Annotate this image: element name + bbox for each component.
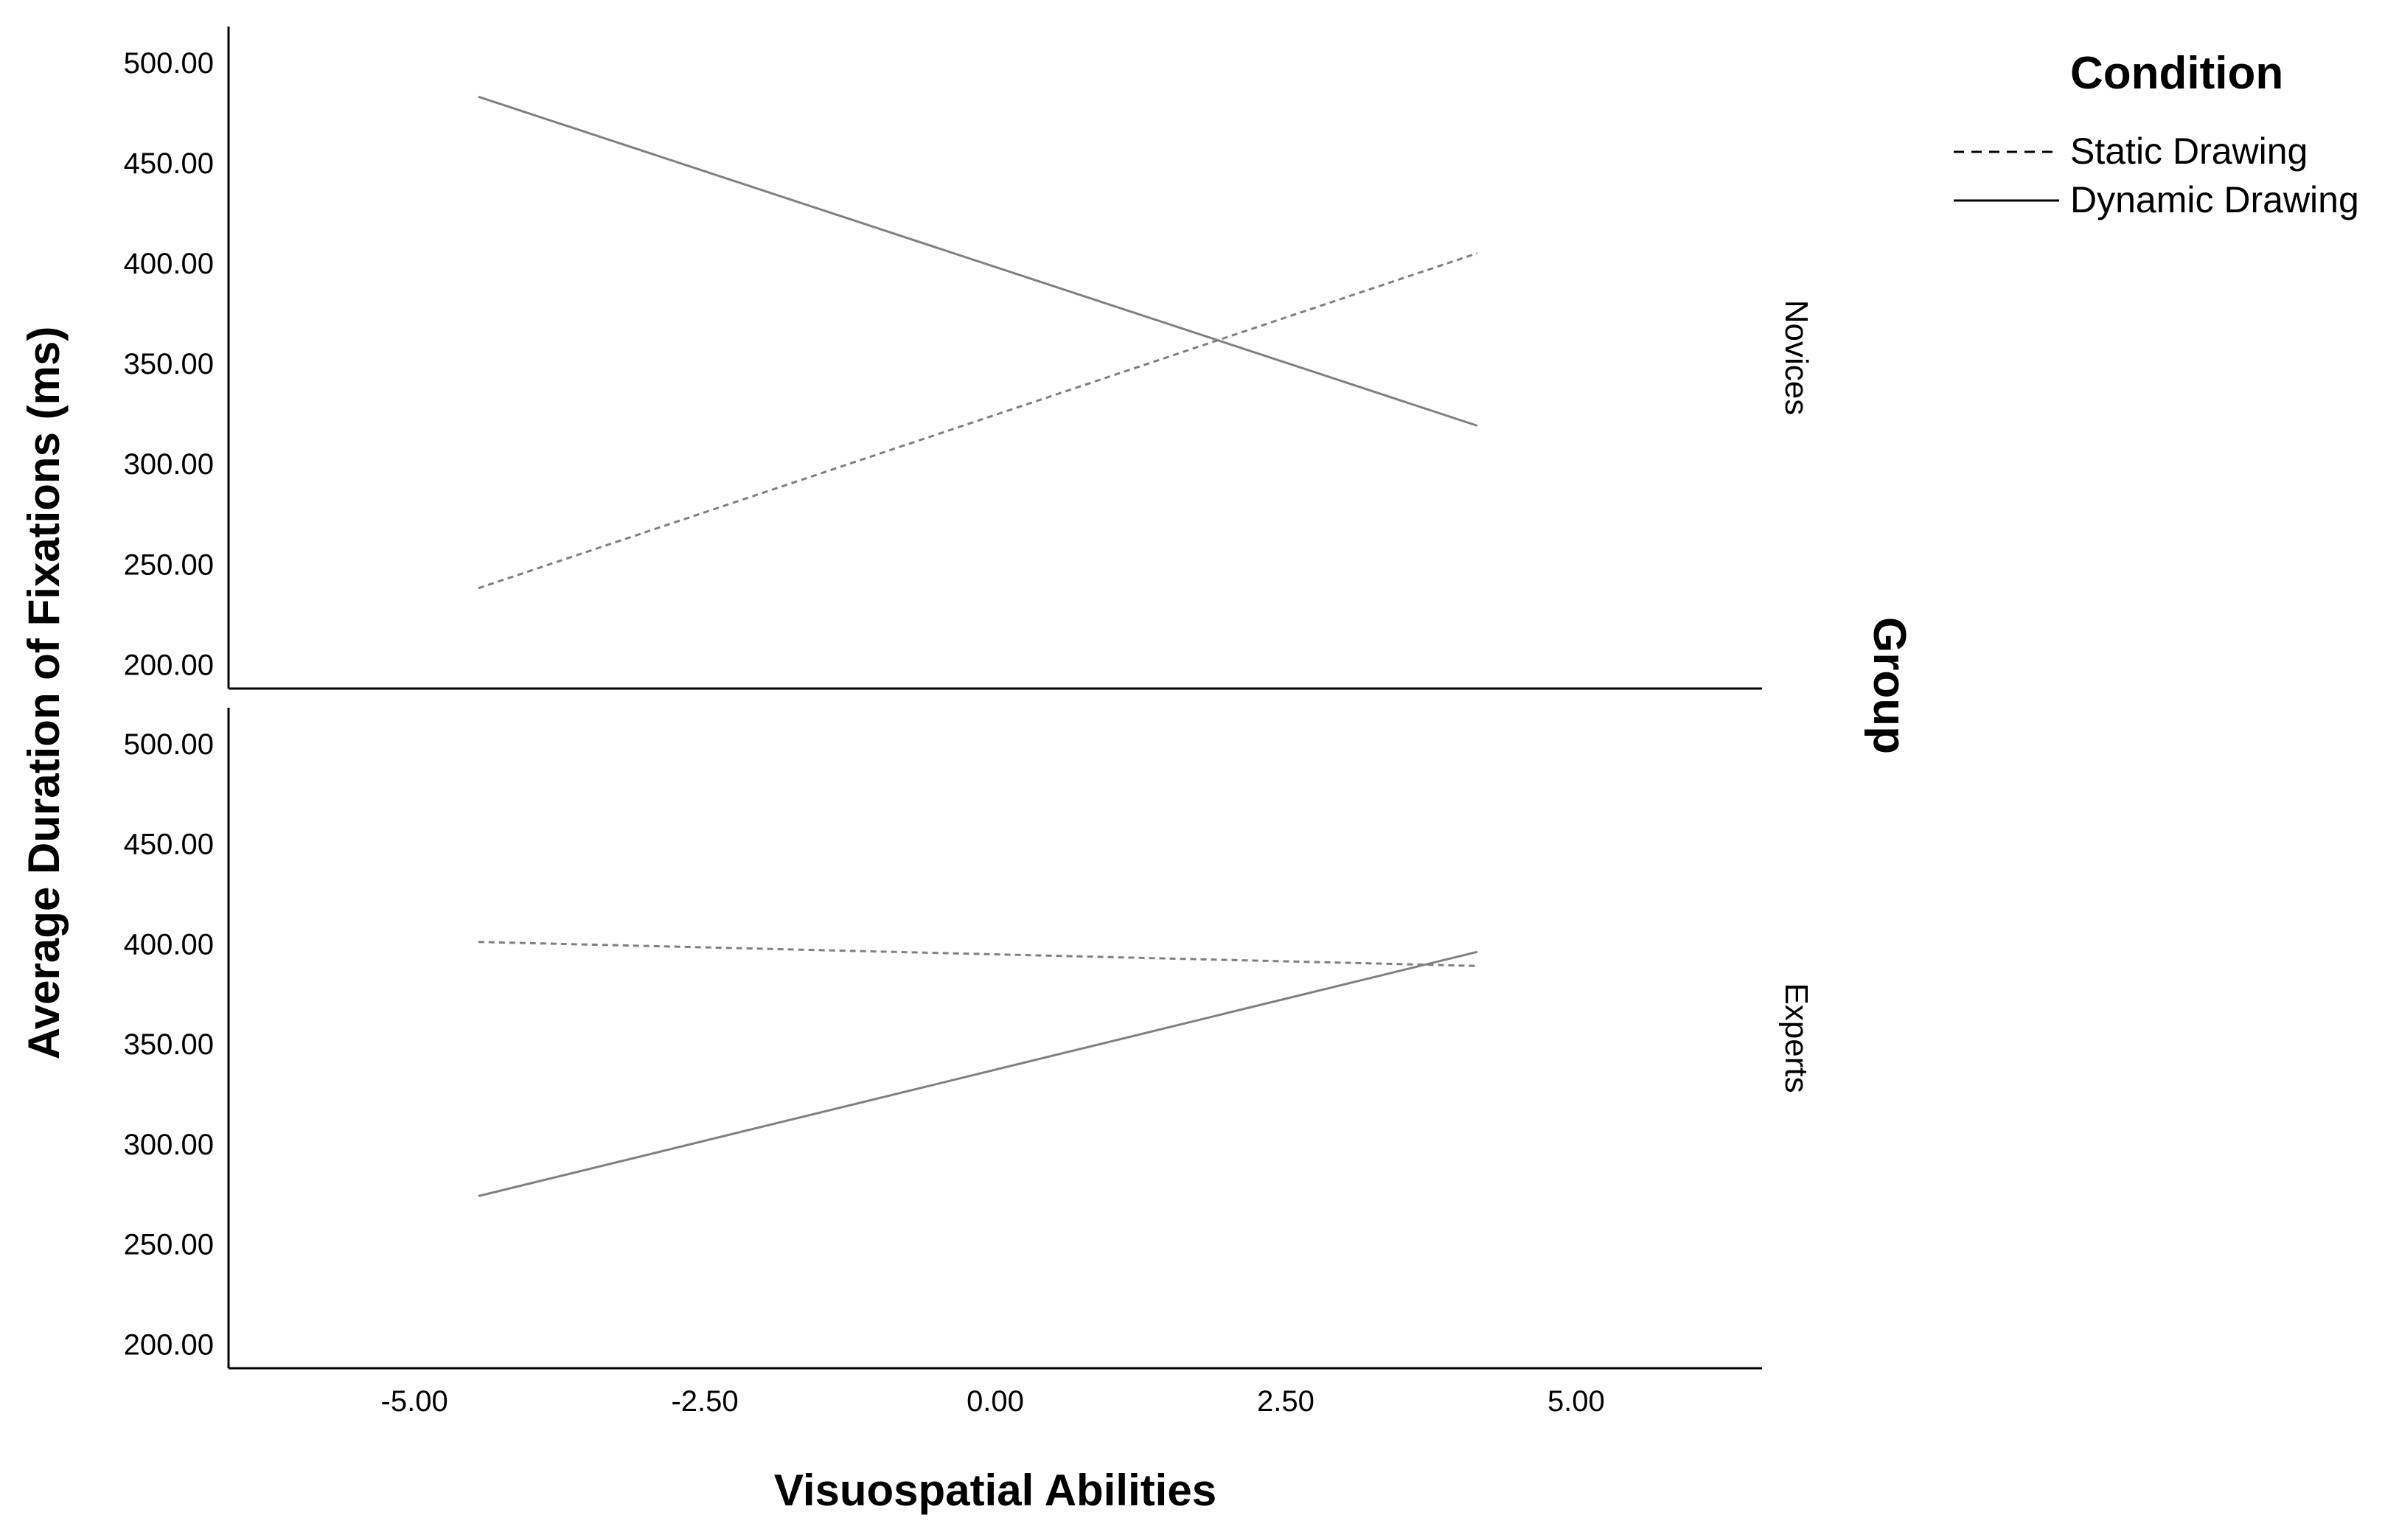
legend-label-dynamic-drawing: Dynamic Drawing bbox=[2070, 179, 2359, 220]
y-tick-label: 400.00 bbox=[124, 248, 214, 280]
y-tick-label: 450.00 bbox=[124, 829, 214, 861]
panel-label-novices: Novices bbox=[1778, 300, 1814, 416]
series-line-dynamic-drawing bbox=[478, 95, 1478, 427]
x-tick-label: -2.50 bbox=[671, 1385, 738, 1418]
y-tick-label: 300.00 bbox=[124, 1129, 214, 1161]
y-tick-label: 250.00 bbox=[124, 548, 214, 581]
x-tick-label: 0.00 bbox=[967, 1385, 1024, 1418]
panels-layer: 200.00 250.00 300.00 350.00 400.00 450.00 500.… bbox=[124, 27, 1814, 1418]
series-line-static-drawing bbox=[478, 941, 1477, 967]
group-facet-title: Group bbox=[1864, 617, 1915, 754]
x-tick-label: -5.00 bbox=[381, 1385, 448, 1418]
legend: Condition Static Drawing Dynamic Drawing bbox=[1954, 48, 2359, 220]
series-line-static-drawing bbox=[478, 252, 1478, 590]
panel-label-experts: Experts bbox=[1778, 983, 1814, 1093]
x-tick-label: 2.50 bbox=[1257, 1385, 1315, 1418]
legend-title: Condition bbox=[2070, 48, 2283, 99]
panel-novices: 200.00 250.00 300.00 350.00 400.00 450.00 500.… bbox=[124, 27, 1814, 690]
x-tick-label: 5.00 bbox=[1547, 1385, 1605, 1418]
y-tick-label: 250.00 bbox=[124, 1229, 214, 1261]
y-tick-label: 500.00 bbox=[124, 728, 214, 761]
x-axis-title: Visuospatial Abilities bbox=[774, 1466, 1216, 1515]
y-tick-label: 350.00 bbox=[124, 1028, 214, 1061]
legend-label-static-drawing: Static Drawing bbox=[2070, 130, 2308, 172]
y-tick-label: 350.00 bbox=[124, 348, 214, 380]
y-tick-label: 200.00 bbox=[124, 1328, 214, 1361]
series-line-dynamic-drawing bbox=[478, 950, 1478, 1197]
y-tick-label: 500.00 bbox=[124, 47, 214, 80]
y-tick-label: 300.00 bbox=[124, 448, 214, 481]
y-axis-title: Average Duration of Fixations (ms) bbox=[19, 327, 69, 1060]
panel-experts: 200.00 250.00 300.00 350.00 400.00 450.00 500.… bbox=[124, 708, 1814, 1370]
y-tick-label: 400.00 bbox=[124, 928, 214, 961]
y-tick-label: 450.00 bbox=[124, 147, 214, 180]
y-tick-label: 200.00 bbox=[124, 649, 214, 681]
